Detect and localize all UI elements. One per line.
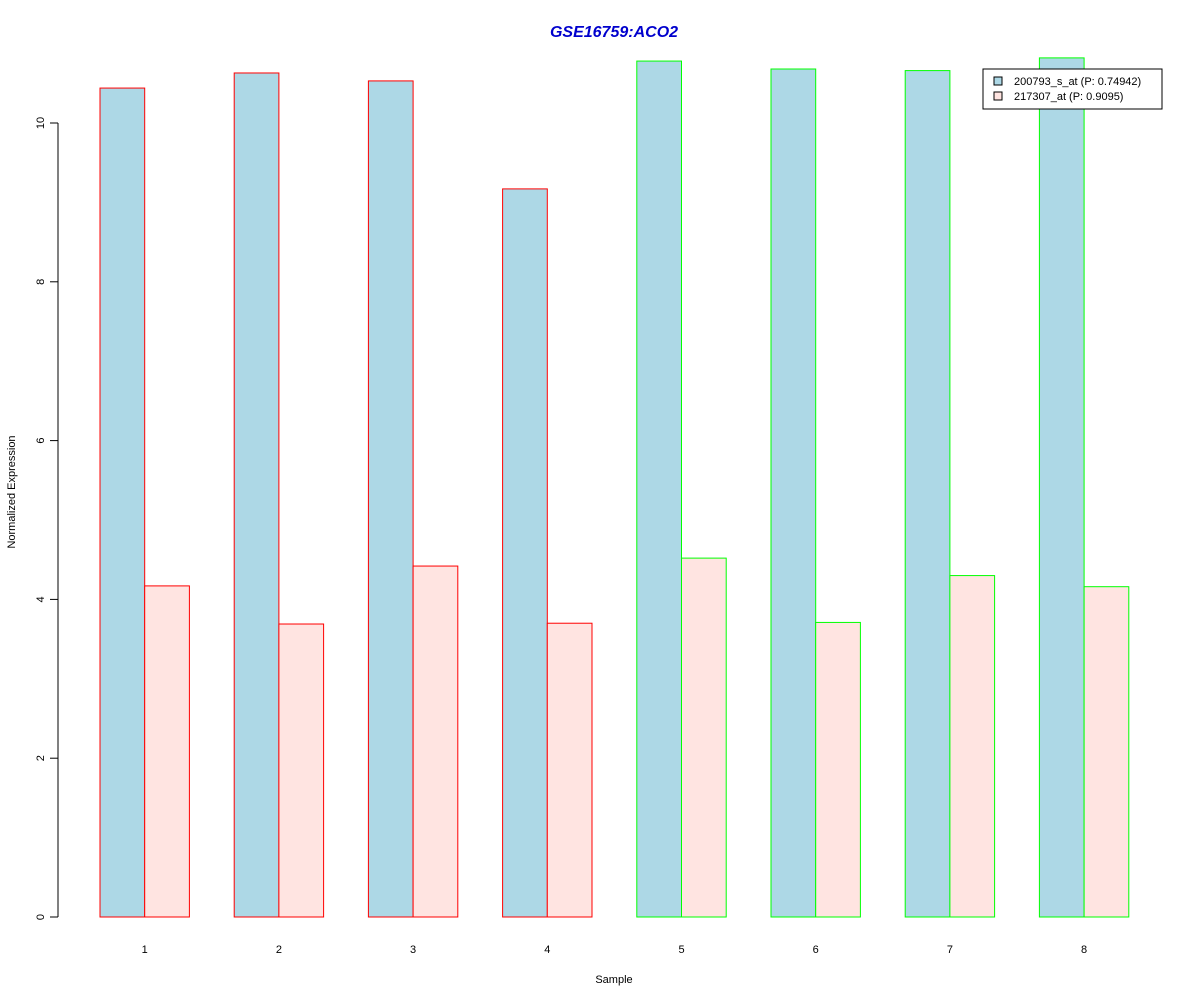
- x-axis-label: Sample: [595, 974, 632, 986]
- y-tick-label: 6: [35, 438, 47, 444]
- x-tick-label: 8: [1081, 944, 1087, 956]
- x-tick-label: 4: [544, 944, 550, 956]
- legend: 200793_s_at (P: 0.74942) 217307_at (P: 0.…: [982, 68, 1163, 110]
- bar-sample-3-series-2: [412, 565, 459, 918]
- x-tick-label: 1: [142, 944, 148, 956]
- bar-sample-5-series-2: [681, 557, 727, 918]
- bar-sample-6-series-2: [815, 621, 861, 918]
- bar-sample-8-series-2: [1083, 586, 1130, 918]
- bar-sample-4-series-1: [502, 188, 548, 918]
- chart-title: GSE16759:ACO2: [550, 24, 678, 41]
- x-axis-labels: 1 2 3 4 5 6 7 8: [142, 944, 1088, 956]
- bar-sample-4-series-2: [546, 622, 593, 918]
- legend-swatch: [993, 91, 1003, 101]
- x-tick-label: 3: [410, 944, 416, 956]
- x-tick-label: 2: [276, 944, 282, 956]
- x-tick-label: 7: [947, 944, 953, 956]
- bar-sample-8-series-1: [1038, 57, 1085, 918]
- legend-label: 200793_s_at (P: 0.74942): [1014, 76, 1141, 88]
- bar-sample-5-series-1: [636, 60, 682, 918]
- y-tick-label: 8: [35, 279, 47, 285]
- x-tick-label: 5: [678, 944, 684, 956]
- y-tick-label: 2: [35, 755, 47, 761]
- y-axis: 0 2 4 6 8 10: [35, 117, 59, 920]
- bars: [99, 57, 1130, 918]
- bar-sample-1-series-1: [99, 87, 146, 918]
- bar-sample-1-series-2: [144, 585, 190, 918]
- bar-sample-7-series-1: [904, 70, 951, 918]
- bar-sample-7-series-2: [949, 575, 996, 918]
- bar-sample-3-series-1: [367, 80, 414, 918]
- bar-sample-2-series-2: [278, 623, 325, 918]
- x-tick-label: 6: [813, 944, 819, 956]
- y-axis-label: Normalized Expression: [6, 435, 18, 548]
- bar-sample-6-series-1: [770, 68, 817, 918]
- y-tick-label: 10: [35, 117, 47, 129]
- legend-swatch: [993, 76, 1003, 86]
- legend-label: 217307_at (P: 0.9095): [1014, 91, 1123, 103]
- legend-box: [982, 68, 1163, 110]
- y-tick-label: 4: [35, 596, 47, 602]
- bar-sample-2-series-1: [233, 72, 280, 918]
- y-tick-label: 0: [35, 914, 47, 920]
